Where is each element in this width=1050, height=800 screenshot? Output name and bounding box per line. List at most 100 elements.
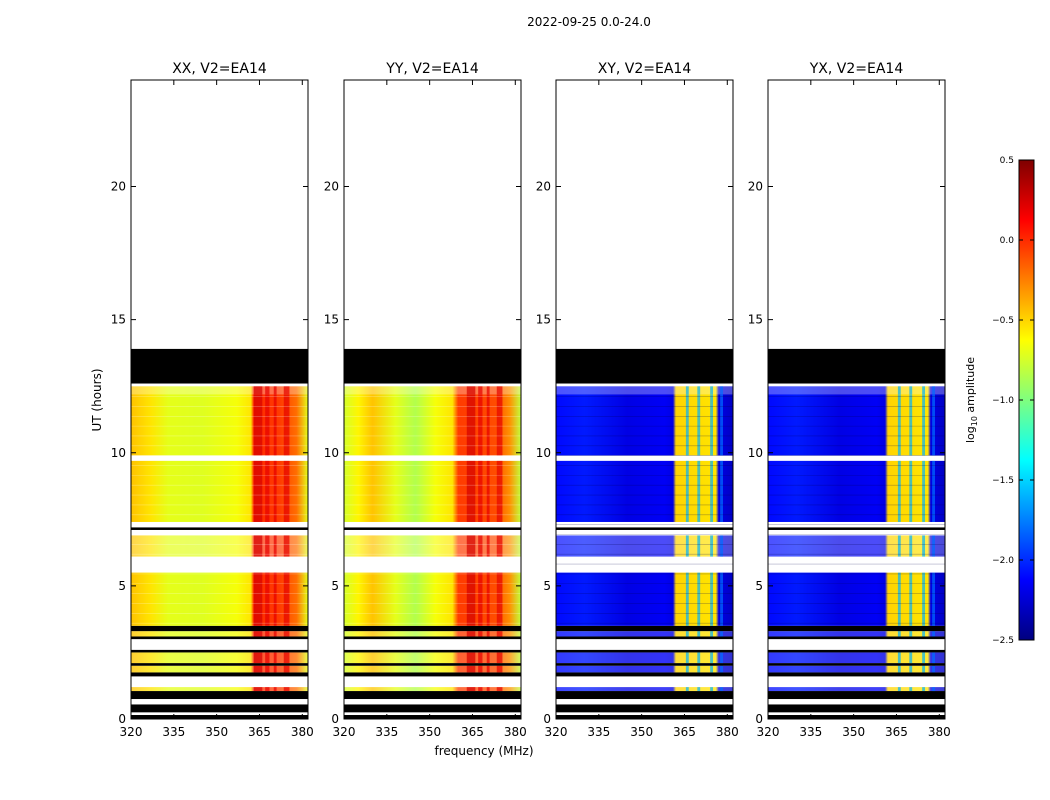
x-tick-label: 380	[928, 725, 951, 739]
rfi-stripe	[922, 572, 926, 626]
x-tick-label: 380	[291, 725, 314, 739]
flagged-band	[768, 691, 945, 700]
rfi-stripe	[922, 652, 926, 664]
rfi-stripe	[283, 687, 290, 692]
axes-frame	[130, 79, 309, 720]
flagged-band	[556, 663, 733, 666]
data-band	[344, 687, 521, 692]
gap-band	[768, 639, 945, 650]
data-band	[768, 460, 945, 522]
panel-title: YX, V2=EA14	[809, 61, 904, 77]
rfi-stripe	[253, 460, 263, 522]
rfi-stripe	[932, 652, 936, 664]
rfi-stripe	[466, 460, 476, 522]
heatmap-body	[131, 348, 308, 719]
rfi-stripe	[897, 665, 901, 673]
flagged-band	[768, 636, 945, 640]
x-tick-label: 335	[162, 725, 185, 739]
rfi-stripe	[496, 631, 503, 637]
flagged-band	[131, 691, 308, 700]
gap-band	[556, 699, 733, 705]
rfi-stripe	[685, 687, 689, 692]
rfi-stripe	[478, 535, 483, 557]
rfi-stripe	[932, 460, 936, 522]
gap-band	[556, 383, 733, 387]
rfi-stripe	[486, 535, 490, 557]
x-tick-label: 365	[248, 725, 271, 739]
rfi-stripe	[922, 460, 926, 522]
gap-band	[344, 712, 521, 716]
x-tick-label: 320	[333, 725, 356, 739]
rfi-stripe	[909, 652, 913, 664]
rfi-stripe	[265, 687, 270, 692]
flagged-band	[131, 649, 308, 653]
rfi-stripe	[265, 394, 270, 456]
rfi-stripe	[697, 386, 701, 395]
x-tick-label: 380	[716, 725, 739, 739]
flagged-band	[556, 704, 733, 713]
rfi-stripe	[720, 394, 724, 456]
gap-band	[556, 521, 733, 528]
rfi-stripe	[922, 687, 926, 692]
x-tick-label: 335	[799, 725, 822, 739]
rfi-stripe	[486, 652, 490, 664]
flagged-band	[768, 348, 945, 384]
rfi-stripe	[720, 572, 724, 626]
flagged-band	[768, 715, 945, 719]
rfi-stripe	[710, 652, 714, 664]
colorbar-tick-label: −0.5	[992, 316, 1014, 326]
x-tick-label: 320	[757, 725, 780, 739]
rfi-stripe	[932, 572, 936, 626]
rfi-stripe	[720, 631, 724, 637]
y-tick-label: 5	[118, 579, 126, 593]
data-band	[344, 460, 521, 522]
rfi-stripe	[265, 460, 270, 522]
rfi-stripe	[932, 535, 936, 557]
y-tick-label: 0	[331, 712, 339, 726]
rfi-stripe	[265, 386, 270, 395]
rfi-stripe	[486, 460, 490, 522]
axes-frame	[343, 79, 522, 720]
rfi-stripe	[283, 572, 290, 626]
panel-title: YY, V2=EA14	[385, 61, 479, 77]
rfi-stripe	[478, 652, 483, 664]
rfi-stripe	[253, 572, 263, 626]
flagged-band	[768, 625, 945, 632]
rfi-stripe	[897, 631, 901, 637]
data-band	[556, 665, 733, 673]
data-band	[556, 652, 733, 664]
rfi-stripe	[909, 394, 913, 456]
colorbar-label: log10 amplitude	[964, 357, 979, 443]
figure-title: 2022-09-25 0.0-24.0	[527, 15, 651, 29]
rfi-stripe	[253, 652, 263, 664]
rfi-stripe	[685, 386, 689, 395]
rfi-stripe	[685, 652, 689, 664]
x-axis-label: frequency (MHz)	[434, 744, 533, 758]
data-band	[344, 652, 521, 664]
rfi-stripe	[496, 687, 503, 692]
flagged-band	[344, 715, 521, 719]
gap-band	[344, 455, 521, 461]
rfi-stripe	[273, 572, 277, 626]
gap-band	[556, 676, 733, 688]
data-band	[768, 535, 945, 557]
rfi-stripe	[720, 665, 724, 673]
rfi-stripe	[897, 460, 901, 522]
data-band	[131, 687, 308, 692]
rfi-stripe	[478, 572, 483, 626]
y-tick-label: 0	[543, 712, 551, 726]
flagged-band	[131, 625, 308, 632]
heatmap-body	[768, 348, 945, 719]
rfi-stripe	[253, 631, 263, 637]
flagged-band	[768, 672, 945, 677]
rfi-stripe	[466, 631, 476, 637]
rfi-stripe	[283, 631, 290, 637]
gap-band	[768, 521, 945, 528]
gap-band	[768, 455, 945, 461]
rfi-stripe	[478, 394, 483, 456]
panel-title: XX, V2=EA14	[172, 61, 267, 77]
flagged-band	[344, 636, 521, 640]
colorbar-tick-label: 0.5	[1000, 156, 1014, 166]
gap-band	[344, 676, 521, 688]
